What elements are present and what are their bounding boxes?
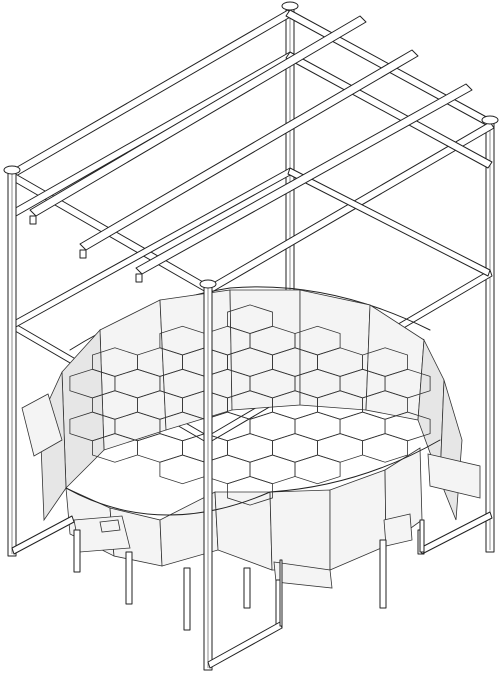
hex-tile (272, 433, 318, 463)
hex-tile (159, 454, 206, 485)
dome-drum (39, 286, 463, 571)
hex-tile (249, 411, 296, 442)
base-frame (11, 511, 493, 669)
hex-tile (227, 476, 273, 506)
hex-tile (227, 433, 273, 463)
hex-tile (294, 454, 341, 485)
post-caps (3, 1, 499, 289)
hex-tile (294, 411, 341, 442)
side-platforms (21, 393, 481, 589)
roof-purlins (29, 15, 473, 283)
hex-tile (317, 433, 364, 463)
hex-tile (362, 433, 409, 463)
hex-tile (136, 433, 183, 463)
hex-tile (339, 411, 386, 442)
hex-tile (249, 454, 296, 485)
